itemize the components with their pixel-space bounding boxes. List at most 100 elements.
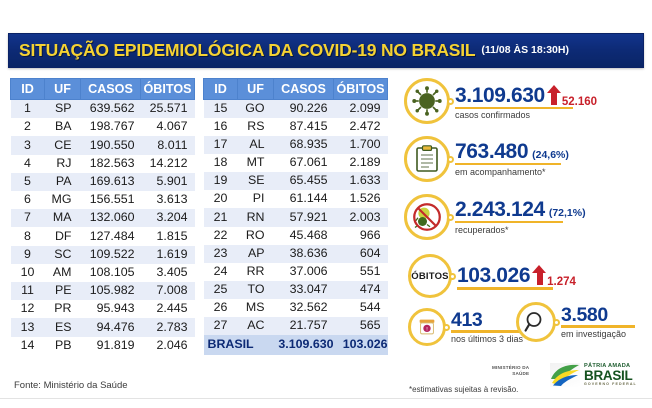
cell-casos: 65.455: [289, 173, 328, 188]
confirmed-cases-value: 3.109.630: [455, 83, 545, 107]
cell-casos: 37.006: [289, 263, 328, 278]
cell-id: 14: [20, 337, 35, 352]
cell-uf: PE: [54, 283, 72, 298]
cell-obitos: 604: [359, 245, 381, 260]
table-row: 20 PI 61.144 1.526: [203, 190, 388, 209]
cell-id: 25: [213, 281, 228, 296]
cell-casos: 67.061: [289, 155, 328, 170]
cell-obitos: 4.067: [156, 119, 188, 134]
cell-casos: 94.476: [96, 319, 135, 334]
cell-obitos: 5.901: [156, 173, 188, 188]
cell-id: 7: [24, 210, 31, 225]
value-underline: [455, 221, 563, 224]
cell-obitos: 2.099: [349, 101, 381, 116]
state-tables: ID UF CASOS ÓBITOS 1 SP 639.562 25.571 2 BA 19…: [10, 78, 402, 355]
state-table-left: ID UF CASOS ÓBITOS 1 SP 639.562 25.571 2 BA 19…: [10, 78, 195, 355]
cell-uf: TO: [247, 281, 265, 296]
investigation-value: 3.580: [561, 303, 608, 326]
cell-obitos: 3.204: [156, 210, 188, 225]
estimate-note: *estimativas sujeitas à revisão.: [409, 385, 519, 394]
summary-stats-panel: 3.109.630 52.160 casos confirmados: [402, 74, 652, 354]
cell-uf: RS: [247, 119, 265, 134]
cell-uf: ES: [54, 319, 72, 334]
cell-obitos: 8.011: [157, 137, 188, 152]
stat-confirmed-cases: 3.109.630 52.160 casos confirmados: [404, 78, 597, 124]
cell-uf: PA: [55, 173, 72, 188]
table-row: 23 AP 38.636 604: [203, 244, 388, 263]
magnifier-icon-glyph: [524, 312, 542, 332]
cell-casos: 90.226: [289, 101, 328, 116]
table-row: 22 RO 45.468 966: [203, 226, 388, 245]
cell-uf: BA: [54, 119, 72, 134]
cell-obitos: 966: [359, 227, 381, 242]
cell-uf: PR: [54, 301, 72, 316]
col-header-obitos: ÓBITOS: [333, 78, 388, 100]
confirmed-cases-caption: casos confirmados: [455, 110, 531, 121]
cell-uf: RR: [246, 263, 265, 278]
table-row: 18 MT 67.061 2.189: [203, 154, 388, 173]
col-header-id: ID: [203, 78, 238, 100]
cell-obitos: 551: [359, 263, 381, 278]
col-header-id: ID: [10, 78, 45, 100]
footer-divider: [0, 398, 652, 399]
cell-casos: 68.935: [289, 137, 328, 152]
cell-uf: GO: [245, 101, 265, 116]
table-header-row: ID UF CASOS ÓBITOS: [10, 78, 195, 100]
ministry-line-2: SAÚDE: [512, 370, 530, 376]
table-row: 10 AM 108.105 3.405: [10, 263, 195, 283]
value-underline: [457, 287, 553, 290]
recovered-percent: (72,1%): [548, 207, 586, 220]
cell-uf: MS: [245, 299, 265, 314]
table-row: 15 GO 90.226 2.099: [203, 99, 388, 119]
cell-casos: 182.563: [89, 155, 135, 170]
table-row: 19 SE 65.455 1.633: [203, 172, 388, 191]
header-timestamp: (11/08 ÀS 18:30H): [481, 44, 569, 56]
cell-obitos: 3.613: [156, 192, 188, 207]
cell-obitos: 2.445: [156, 301, 188, 316]
connector-knob: [447, 97, 454, 105]
table-row: 11 PE 105.982 7.008: [10, 282, 195, 301]
cell-uf: SC: [54, 246, 72, 261]
cell-id: 10: [20, 264, 35, 279]
cell-uf: AP: [247, 245, 265, 260]
cell-id: 26: [213, 299, 228, 314]
cell-casos: 109.522: [89, 246, 135, 261]
table-row: 24 RR 37.006 551: [203, 262, 388, 281]
stat-monitoring: 763.480 (24,6%) em acompanhamento*: [404, 136, 569, 182]
ministry-logo: MINISTÉRIO DA SAÚDE: [492, 365, 529, 376]
cell-obitos: 7.008: [156, 283, 188, 298]
source-note: Fonte: Ministério da Saúde: [14, 380, 128, 391]
cell-obitos: 2.472: [349, 119, 381, 134]
investigation-caption: em investigação: [561, 329, 627, 340]
cell-id: 6: [24, 192, 31, 207]
cell-uf: RJ: [56, 155, 72, 170]
stat-last-3-days: ! 413 nos últimos 3 dias: [408, 308, 527, 346]
cell-obitos: 3.405: [156, 264, 188, 279]
cell-uf: AM: [52, 264, 72, 279]
cell-id: 4: [24, 155, 31, 170]
table-total-row: BRASIL 3.109.630 103.026: [203, 335, 388, 355]
cell-id: 17: [213, 137, 228, 152]
recovered-value: 2.243.124: [455, 198, 545, 222]
svg-text:!: !: [426, 327, 428, 333]
cell-casos: 21.757: [289, 318, 328, 333]
brand-line-3: GOVERNO FEDERAL: [584, 381, 637, 386]
connector-knob: [447, 213, 454, 221]
last-3-days-value: 413: [451, 308, 483, 331]
cell-id: 3: [24, 137, 31, 152]
ministry-line-1: MINISTÉRIO DA: [492, 365, 530, 370]
virus-icon: [404, 78, 450, 124]
value-underline: [455, 106, 573, 109]
cell-obitos: 544: [359, 299, 381, 314]
cell-id: 27: [213, 318, 228, 333]
col-header-uf: UF: [44, 78, 81, 100]
cell-casos: 198.767: [89, 119, 135, 134]
table-row: 3 CE 190.550 8.011: [10, 136, 195, 155]
no-virus-icon: [404, 194, 450, 240]
cell-uf: MT: [246, 155, 265, 170]
col-header-uf: UF: [237, 78, 274, 100]
cell-casos: 190.550: [89, 137, 135, 152]
table-row: 7 MA 132.060 3.204: [10, 209, 195, 228]
cell-obitos: 474: [359, 281, 381, 296]
col-header-obitos: ÓBITOS: [140, 78, 195, 100]
